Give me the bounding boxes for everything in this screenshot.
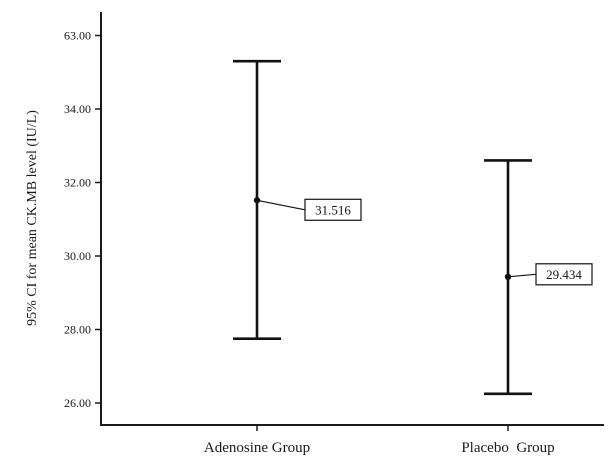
y-tick-label: 28.00 xyxy=(64,323,91,337)
mean-value-label: 31.516 xyxy=(315,202,351,217)
mean-label-leader xyxy=(507,273,537,278)
x-category-label: Placebo Group xyxy=(461,440,554,456)
mean-label-box xyxy=(535,263,593,286)
error-bars: 31.516 29.434 xyxy=(233,59,593,396)
y-tick-label: 63.00 xyxy=(64,29,91,43)
y-axis-ticks: 26.00 28.00 30.00 32.00 34.00 63.00 xyxy=(64,29,101,410)
x-axis-categories: Adenosine Group Placebo Group xyxy=(204,425,555,456)
y-tick-label: 34.00 xyxy=(64,102,91,116)
mean-value-label: 29.434 xyxy=(546,267,582,282)
y-tick-label: 32.00 xyxy=(64,176,91,190)
y-tick-label: 26.00 xyxy=(64,396,91,410)
x-category-label: Adenosine Group xyxy=(204,440,310,456)
mean-label-leader xyxy=(256,199,306,211)
y-tick-label: 30.00 xyxy=(64,249,91,263)
y-axis-title: 95% CI for mean CK.MB level (IU/L) xyxy=(25,110,40,326)
mean-label-box xyxy=(304,198,362,221)
